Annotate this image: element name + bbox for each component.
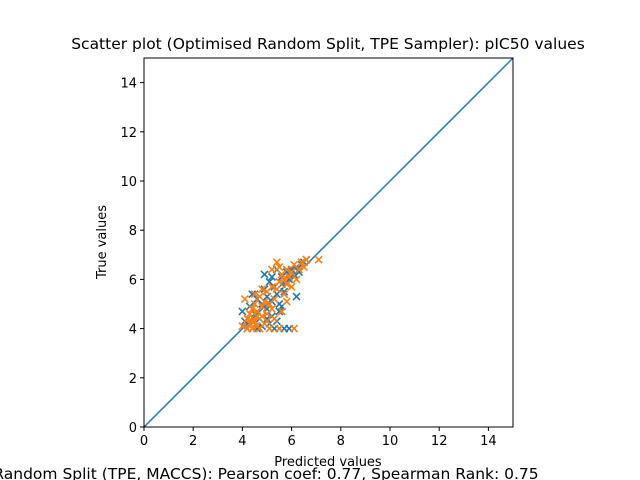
y-tick-label: 8 (129, 224, 137, 239)
data-point-series-2 (250, 290, 259, 299)
plot-area: 0 2 4 6 8 10 12 14 0 2 4 6 8 10 12 14 (120, 57, 514, 449)
data-point-series-2 (299, 263, 308, 272)
data-point-series-2 (260, 297, 269, 306)
data-point-series-2 (267, 304, 276, 313)
data-point-series-2 (287, 282, 296, 291)
data-point-series-1 (267, 272, 276, 282)
data-point-series-2 (270, 314, 279, 323)
data-point-series-2 (258, 285, 267, 294)
y-tick-label: 0 (129, 421, 137, 436)
data-point-series-1 (280, 287, 289, 296)
data-point-series-2 (275, 263, 284, 272)
data-point-series-2 (280, 275, 289, 284)
data-point-series-1 (292, 292, 301, 301)
data-point-series-2 (258, 302, 267, 311)
data-point-series-2 (270, 295, 279, 304)
data-point-series-2 (250, 299, 259, 309)
x-tick-label: 2 (189, 434, 197, 449)
y-tick-label: 12 (120, 126, 137, 141)
y-axis-ticks: 0 2 4 6 8 10 12 14 (120, 77, 144, 436)
data-point-series-2 (292, 275, 301, 284)
data-point-series-2 (238, 322, 247, 331)
x-tick-label: 4 (238, 434, 246, 449)
data-point-series-2 (265, 324, 274, 333)
data-point-series-1 (238, 307, 247, 316)
data-point-series-2 (267, 265, 276, 274)
data-point-series-2 (267, 282, 276, 291)
x-tick-label: 10 (382, 434, 399, 449)
data-point-series-2 (253, 312, 262, 321)
data-point-series-2 (294, 265, 304, 274)
data-point-series-2 (314, 255, 323, 264)
data-point-series-2 (275, 324, 284, 333)
data-point-series-2 (282, 280, 291, 289)
data-point-series-2 (282, 265, 291, 274)
data-point-series-2 (248, 304, 257, 313)
y-tick-label: 10 (120, 175, 137, 190)
data-point-series-2 (282, 297, 291, 306)
data-point-series-2 (275, 277, 284, 286)
y-tick-label: 6 (129, 273, 137, 288)
footer-statistics: Random Split (TPE, MACCS): Pearson coef:… (0, 465, 539, 480)
y-tick-label: 2 (129, 372, 137, 387)
data-point-series-2 (243, 314, 252, 323)
data-point-series-2 (245, 309, 254, 318)
x-tick-label: 6 (287, 434, 295, 449)
data-point-series-1 (275, 307, 284, 316)
data-point-series-2 (248, 324, 257, 333)
x-tick-label: 14 (480, 434, 497, 449)
data-point-series-2 (297, 258, 306, 267)
data-point-series-2 (280, 290, 289, 299)
data-point-series-2 (262, 317, 272, 326)
data-point-series-2 (277, 307, 286, 316)
data-point-series-2 (240, 295, 249, 304)
data-point-series-2 (285, 272, 294, 282)
y-tick-label: 4 (129, 323, 137, 338)
axes-frame (143, 57, 514, 428)
x-tick-label: 12 (431, 434, 448, 449)
x-tick-label: 8 (337, 434, 345, 449)
y-tick-label: 14 (120, 77, 137, 92)
data-point-series-2 (272, 258, 281, 267)
data-point-series-2 (302, 255, 311, 264)
y-axis-label: True values (95, 205, 110, 280)
x-axis-label: Predicted values (274, 455, 382, 470)
data-point-series-2 (289, 324, 299, 333)
chart-title: Scatter plot (Optimised Random Split, TP… (71, 35, 585, 53)
x-axis-ticks: 0 2 4 6 8 10 12 14 (140, 427, 497, 449)
data-point-series-2 (287, 267, 296, 277)
data-point-series-2 (250, 317, 259, 326)
data-point-series-2 (272, 285, 281, 294)
x-tick-label: 0 (140, 434, 148, 449)
data-point-series-1 (260, 270, 269, 279)
identity-line (144, 58, 513, 427)
